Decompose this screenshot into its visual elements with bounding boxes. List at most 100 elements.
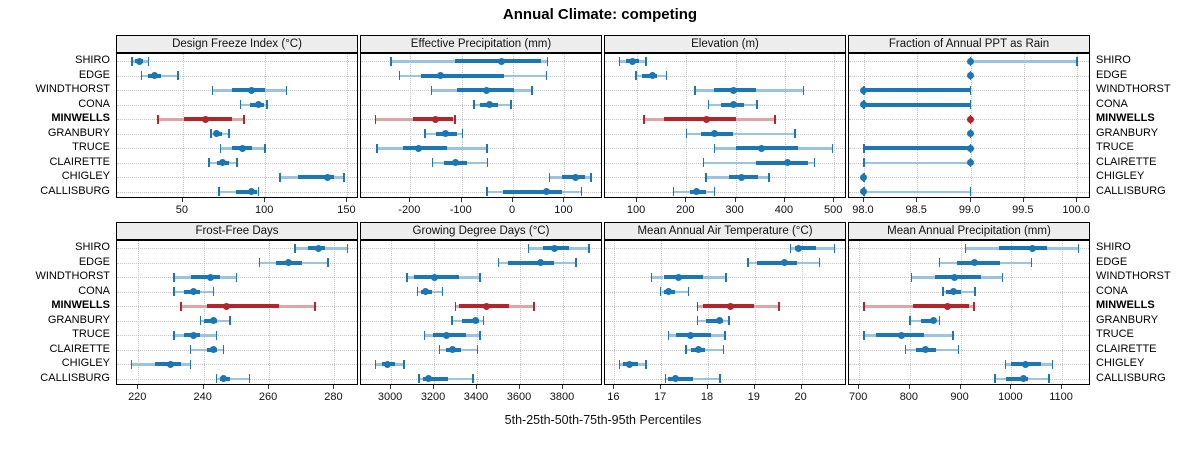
whisker-75th-95th	[460, 348, 478, 351]
median-dot	[218, 159, 226, 167]
whisker-5th-25th	[210, 132, 215, 135]
whisker-end-cap	[130, 359, 133, 369]
whisker-75th-95th	[744, 103, 757, 106]
median-dot	[967, 115, 975, 123]
whisker-end-cap	[258, 258, 260, 268]
median-dot	[209, 317, 217, 325]
whisker-75th-95th	[447, 377, 473, 380]
plot-area	[604, 240, 846, 385]
whisker-75th-95th	[228, 161, 238, 164]
gridline-horizontal	[605, 76, 845, 77]
median-dot	[219, 375, 227, 383]
gridline-vertical	[563, 241, 565, 384]
whisker-end-cap	[1004, 359, 1006, 369]
whisker-end-cap	[863, 158, 865, 168]
whisker-75th-95th	[479, 319, 484, 322]
gridline-horizontal	[117, 335, 357, 336]
median-dot	[967, 57, 975, 65]
whisker-75th-95th	[815, 247, 835, 250]
whisker-75th-95th	[657, 74, 667, 77]
whisker-5th-25th	[995, 377, 1007, 380]
whisker-75th-95th	[710, 334, 725, 337]
gridline-horizontal	[849, 177, 1089, 178]
whisker-5th-25th	[141, 74, 149, 77]
whisker-5th-25th	[375, 363, 383, 366]
whisker-75th-95th	[301, 261, 328, 264]
whisker-end-cap	[768, 172, 770, 182]
site-label-right: SHIRO	[1096, 241, 1131, 254]
median-dot	[860, 101, 868, 109]
axis-tick-label: 100	[626, 204, 646, 216]
whisker-end-cap	[416, 287, 419, 297]
median-dot	[784, 159, 792, 167]
box-25th-75th	[706, 318, 723, 323]
gridline-vertical	[138, 241, 140, 384]
gridline-horizontal	[117, 105, 357, 106]
plot-area	[848, 240, 1090, 385]
axis-tick-label: 100	[554, 204, 573, 216]
whisker-75th-95th	[324, 247, 348, 250]
gridline-vertical	[477, 241, 479, 384]
whisker-75th-95th	[395, 363, 404, 366]
gridline-vertical	[661, 241, 663, 384]
whisker-end-cap	[969, 100, 972, 110]
box-25th-75th	[863, 146, 971, 151]
whisker-end-cap	[147, 56, 150, 66]
panel-strip-title: Mean Annual Air Temperature (°C)	[637, 225, 813, 237]
whisker-75th-95th	[251, 147, 266, 150]
gridline-horizontal	[361, 177, 601, 178]
whisker-75th-95th	[961, 290, 975, 293]
whisker-end-cap	[430, 85, 433, 95]
whisker-end-cap	[728, 316, 730, 326]
gridline-vertical	[461, 54, 463, 197]
whisker-5th-25th	[131, 60, 136, 63]
gridline-vertical	[520, 241, 522, 384]
whisker-end-cap	[645, 56, 647, 66]
box-25th-75th	[863, 88, 971, 93]
whisker-end-cap	[454, 301, 457, 311]
median-dot	[190, 331, 198, 339]
site-label-left: CHIGLEY	[61, 170, 110, 183]
median-dot	[949, 288, 957, 296]
whisker-end-cap	[423, 330, 426, 340]
median-dot	[929, 317, 937, 325]
panel-strip: Elevation (m)	[604, 35, 846, 53]
median-dot	[248, 188, 256, 196]
axis-tick-mark	[460, 198, 462, 202]
whisker-75th-95th	[509, 305, 534, 308]
whisker-end-cap	[486, 158, 489, 168]
site-label-left: CLAIRETTE	[49, 342, 110, 355]
median-dot	[437, 72, 445, 80]
whisker-end-cap	[376, 143, 378, 153]
gridline-vertical	[707, 241, 709, 384]
axis-tick-label: 20	[794, 391, 807, 403]
gridline-vertical	[735, 54, 737, 197]
whisker-end-cap	[702, 158, 705, 168]
gridline-horizontal	[117, 76, 357, 77]
whisker-75th-95th	[265, 89, 287, 92]
panel-strip-title: Fraction of Annual PPT as Rain	[888, 38, 1050, 50]
whisker-end-cap	[618, 359, 621, 369]
axis-tick-mark	[734, 198, 736, 202]
gridline-vertical	[182, 54, 184, 197]
median-dot	[324, 173, 332, 181]
median-dot	[485, 101, 493, 109]
whisker-5th-25th	[406, 276, 415, 279]
whisker-75th-95th	[161, 74, 178, 77]
median-dot	[202, 115, 210, 123]
panel-strip-title: Growing Degree Days (°C)	[412, 225, 550, 237]
gridline-vertical	[434, 241, 436, 384]
whisker-75th-95th	[497, 103, 511, 106]
box-25th-75th	[757, 260, 797, 265]
box-25th-75th	[420, 73, 504, 78]
site-label-left: EDGE	[78, 255, 110, 268]
axis-tick-label: 260	[258, 391, 278, 403]
whisker-5th-25th	[375, 118, 413, 121]
box-25th-75th	[422, 376, 448, 381]
whisker-end-cap	[667, 330, 670, 340]
whisker-75th-95th	[263, 103, 267, 106]
box-25th-75th	[190, 275, 220, 280]
median-dot	[414, 144, 422, 152]
panel-strip: Mean Annual Air Temperature (°C)	[604, 222, 846, 240]
